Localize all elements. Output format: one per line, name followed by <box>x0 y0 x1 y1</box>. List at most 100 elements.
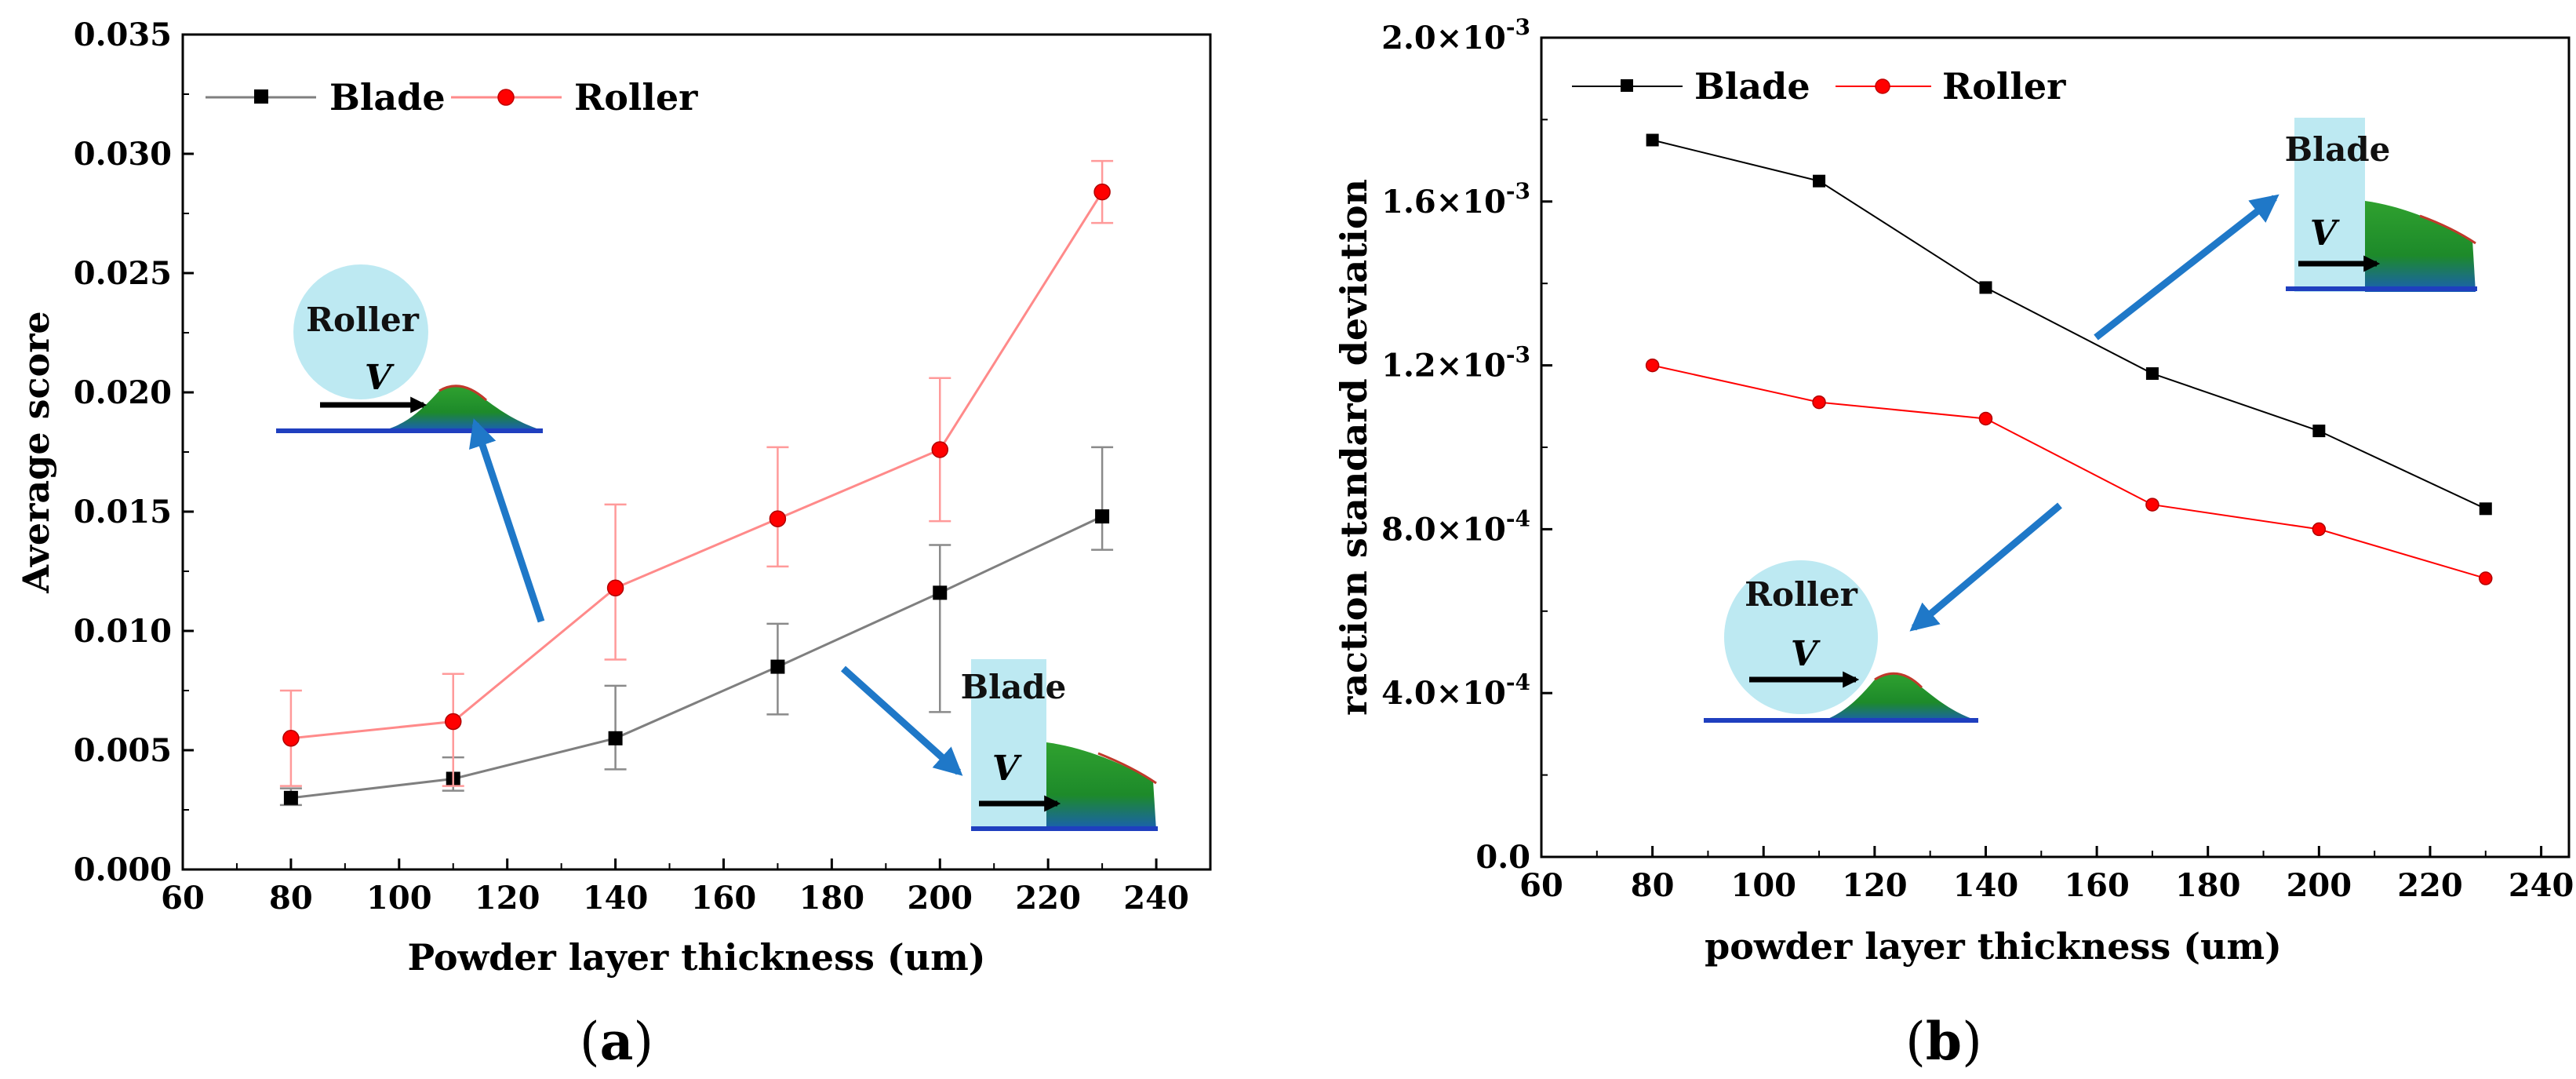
caption-a-close: ) <box>633 1012 653 1072</box>
caption-a-open: ( <box>580 1012 600 1072</box>
y-tick-label-a-6: 0.030 <box>74 136 172 173</box>
panel-b: 60 80 100 120 140 160 180 200 220 240 0.0 4.0×10-4 8… <box>1333 14 2574 968</box>
point-a-roller-4 <box>931 441 949 458</box>
series-b <box>1645 133 2493 585</box>
series-a <box>279 159 1114 807</box>
point-a-roller-5 <box>1093 183 1111 201</box>
y-tick-label-b-2: 8.0×10-4 <box>1381 505 1530 548</box>
point-b-blade-3 <box>2145 367 2159 381</box>
x-tick-label-a-8: 220 <box>1015 880 1081 917</box>
powder-pile-a-blade <box>1046 742 1156 830</box>
y-tick-label-a-4: 0.020 <box>74 374 172 411</box>
x-tick-label-b-9: 240 <box>2509 867 2574 904</box>
roller-drum-a <box>293 264 428 399</box>
velocity-label-b-blade: V <box>2310 213 2340 253</box>
pointer-arrow-b-roller <box>1909 502 2062 632</box>
y-tick-label-b-1: 4.0×10-4 <box>1381 669 1530 712</box>
pointer-arrow-a-blade <box>840 665 963 776</box>
powder-pile-b-roller <box>1820 673 1977 722</box>
x-tick-label-b-4: 140 <box>1953 867 2019 904</box>
y-tick-label-b-3: 1.2×10-3 <box>1381 342 1530 385</box>
blade-inset-label-b: Blade <box>2285 130 2391 169</box>
x-tick-label-a-2: 100 <box>366 880 432 917</box>
series-line-b-roller <box>1652 364 2487 579</box>
point-b-roller-4 <box>2312 522 2327 537</box>
velocity-label-a-blade: V <box>992 749 1022 789</box>
roller-inset-label-a: Roller <box>306 301 420 339</box>
x-tick-label-a-6: 180 <box>799 880 865 917</box>
x-tick-label-a-1: 80 <box>269 880 313 917</box>
caption-a: (a) <box>580 1011 653 1072</box>
y-tick-label-a-2: 0.010 <box>74 613 172 650</box>
caption-a-letter: a <box>600 1011 634 1072</box>
point-a-blade-0 <box>283 790 298 805</box>
point-b-roller-1 <box>1812 395 1826 410</box>
blade-inset-b: Blade V <box>2285 118 2477 292</box>
point-b-blade-0 <box>1646 133 1659 147</box>
powder-pile-edge-b-blade <box>2419 214 2476 245</box>
point-a-blade-5 <box>1095 509 1110 524</box>
x-tick-label-b-7: 200 <box>2287 867 2352 904</box>
x-axis-label-b: powder layer thickness (um) <box>1705 925 2282 968</box>
point-a-roller-3 <box>769 510 787 527</box>
roller-inset-a: Roller V <box>276 264 543 433</box>
y-tick-label-a-5: 0.025 <box>74 255 172 292</box>
y-tick-label-b-4: 1.6×10-3 <box>1381 178 1530 221</box>
caption-b-letter: b <box>1926 1011 1962 1072</box>
caption-b-open: ( <box>1905 1012 1926 1072</box>
x-tick-label-b-8: 220 <box>2397 867 2463 904</box>
point-a-roller-2 <box>606 579 624 597</box>
x-tick-label-a-5: 160 <box>691 880 757 917</box>
pointer-arrow-b-blade <box>2094 194 2279 341</box>
x-tick-label-a-7: 200 <box>908 880 973 917</box>
point-a-roller-0 <box>282 730 300 747</box>
caption-b-close: ) <box>1962 1012 1982 1072</box>
roller-drum-b <box>1724 560 1878 714</box>
y-axis-label-a: Average score <box>15 311 57 593</box>
legend-roller-label-b: Roller <box>1942 65 2066 108</box>
point-a-roller-1 <box>444 713 462 731</box>
legend-roller-marker-b <box>1875 78 1890 94</box>
x-tick-label-a-9: 240 <box>1123 880 1189 917</box>
y-tick-label-b-0: 0.0 <box>1475 839 1530 876</box>
y-tick-label-a-7: 0.035 <box>74 16 172 53</box>
roller-inset-b: Roller V <box>1704 560 1978 723</box>
point-b-blade-4 <box>2312 425 2326 438</box>
powder-pile-a-roller <box>384 385 541 430</box>
point-b-blade-2 <box>1979 281 1992 294</box>
axis-ticks-b: 60 80 100 120 140 160 180 200 220 240 0.0 4.0×10-4 8… <box>1381 14 2574 904</box>
x-tick-label-b-1: 80 <box>1631 867 1675 904</box>
point-b-blade-1 <box>1813 174 1826 188</box>
y-tick-label-a-1: 0.005 <box>74 732 172 769</box>
legend-blade-marker-a <box>254 89 268 104</box>
point-a-blade-2 <box>608 731 623 745</box>
powder-pile-edge-a-roller <box>438 385 488 402</box>
legend-roller-marker-a <box>497 89 515 106</box>
legend-blade-label-b: Blade <box>1694 65 1810 108</box>
legend-blade-label-a: Blade <box>329 76 446 118</box>
velocity-label-b-roller: V <box>1791 634 1821 674</box>
axis-ticks-a: 60 80 100 120 140 160 180 200 220 240 0.000 0.005 0.… <box>74 16 1189 917</box>
series-line-a-blade <box>290 515 1103 800</box>
x-axis-label-a: Powder layer thickness (um) <box>407 936 985 979</box>
x-tick-label-b-0: 60 <box>1519 867 1563 904</box>
legend-a: Blade Roller <box>206 76 698 118</box>
legend-roller-label-a: Roller <box>574 76 698 118</box>
point-a-blade-4 <box>933 585 948 600</box>
y-tick-label-b-5: 2.0×10-3 <box>1381 14 1530 57</box>
powder-pile-edge-b-roller <box>1874 672 1923 689</box>
x-tick-label-a-3: 120 <box>475 880 540 917</box>
legend-blade-marker-b <box>1621 79 1633 92</box>
y-tick-label-a-3: 0.015 <box>74 494 172 530</box>
y-axis-label-b: raction standard deviation <box>1333 179 1375 716</box>
x-tick-label-b-3: 120 <box>1842 867 1908 904</box>
point-b-roller-3 <box>2145 498 2159 512</box>
x-tick-label-a-4: 140 <box>583 880 649 917</box>
powder-pile-edge-a-blade <box>1097 752 1157 785</box>
powder-pile-b-blade <box>2365 201 2476 292</box>
x-tick-label-b-2: 100 <box>1730 867 1796 904</box>
series-line-a-roller <box>290 191 1104 740</box>
point-b-roller-0 <box>1645 358 1660 373</box>
plot-frame-b <box>1540 36 2571 858</box>
